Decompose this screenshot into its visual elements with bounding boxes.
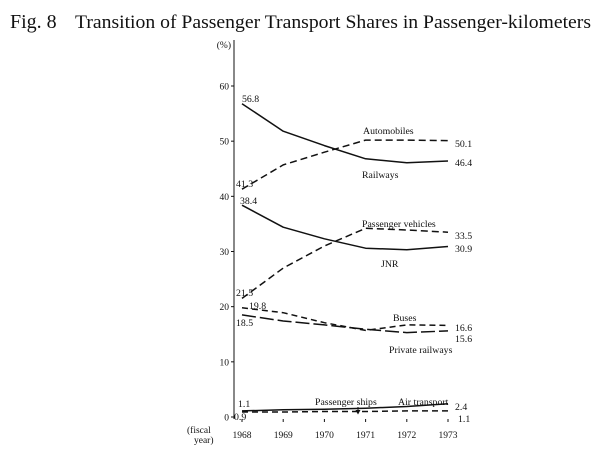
x-tick-label: 1973 [439,431,458,441]
chart-title: Transition of Passenger Transport Shares… [75,12,591,33]
data-point-passenger-ships [323,410,326,413]
data-point-railways [282,130,285,133]
data-point-railways [364,157,367,160]
data-point-automobiles [447,139,450,142]
series-label-railways: Railways [362,170,399,181]
data-point-automobiles [323,151,326,154]
series-line-passenger-vehicles [241,227,449,300]
data-point-jnr [282,226,285,229]
x-tick-label: 1969 [274,431,293,441]
series-label-buses: Buses [393,313,417,324]
data-point-jnr [364,247,367,250]
data-point-passenger-vehicles [282,267,285,270]
data-point-automobiles [282,163,285,166]
data-point-passenger-vehicles [447,231,450,234]
data-point-railways [405,161,408,164]
series-label-passenger-vehicles: Passenger vehicles [362,219,436,230]
data-label-start-railways: 56.8 [242,94,259,105]
series-line-passenger-ships [242,410,448,413]
y-tick-label: 10 [220,358,230,368]
series-label-jnr: JNR [381,259,399,270]
data-point-jnr [405,248,408,251]
data-point-passenger-ships [447,409,450,412]
data-point-buses [447,324,450,327]
series-label-private-railways: Private railways [389,345,453,356]
data-point-passenger-vehicles [323,244,326,247]
y-tick-label: 20 [220,303,230,313]
series-label-passenger-ships: Passenger ships [315,397,377,408]
x-axis-label-line-1: (fiscal [187,425,211,436]
data-point-private-railways [405,331,408,334]
data-point-passenger-ships [405,409,408,412]
x-tick-label: 1970 [315,431,334,441]
data-label-start-automobiles: 41.3 [236,179,253,190]
data-label-end-automobiles: 50.1 [455,139,472,150]
data-point-private-railways [447,329,450,332]
x-tick-label: 1972 [397,431,416,441]
data-label-end-air-transport: 2.4 [455,402,467,413]
series-line-automobiles [241,139,449,190]
series-line-railways [241,103,449,164]
data-label-start-passenger-ships: 0.9 [234,412,246,423]
data-point-private-railways [323,323,326,326]
data-point-buses [282,311,285,314]
x-axis-label-line-2: year) [194,435,214,446]
data-point-railways [447,160,450,163]
data-label-end-passenger-ships: 1.1 [458,414,470,425]
data-label-end-private-railways: 15.6 [455,334,472,345]
data-label-end-passenger-vehicles: 33.5 [455,231,472,242]
series-line-air-transport [241,403,449,412]
series-line-jnr [241,204,449,251]
y-tick-label: 60 [220,83,230,93]
data-point-jnr [447,245,450,248]
data-point-private-railways [364,328,367,331]
y-tick-label: 50 [220,138,230,148]
data-point-automobiles [364,139,367,142]
data-point-railways [323,144,326,147]
y-axis-unit-label: (%) [217,40,231,51]
data-label-start-air-transport: 1.1 [238,399,250,410]
data-label-end-buses: 16.6 [455,323,472,334]
data-point-buses [241,306,244,309]
data-point-jnr [323,237,326,240]
data-label-start-private-railways: 18.5 [236,318,253,329]
x-tick-label: 1971 [356,431,375,441]
data-label-start-jnr: 38.4 [240,196,257,207]
series-label-automobiles: Automobiles [363,126,414,137]
data-point-passenger-ships [364,410,367,413]
data-point-automobiles [405,139,408,142]
figure-label: Fig. 8 [10,11,57,33]
x-tick-label: 1968 [233,431,252,441]
data-label-start-buses: 19.8 [249,301,266,312]
data-point-private-railways [241,313,244,316]
data-point-private-railways [282,320,285,323]
data-label-start-passenger-vehicles: 21.5 [236,288,253,299]
series-line-private-railways [241,314,449,334]
series-label-air-transport: Air transport [398,397,449,408]
y-tick-label: 30 [220,248,230,258]
data-label-end-jnr: 30.9 [455,244,472,255]
y-tick-label: 0 [224,414,229,424]
data-point-passenger-ships [282,411,285,414]
y-tick-label: 40 [220,193,230,203]
data-label-end-railways: 46.4 [455,158,472,169]
